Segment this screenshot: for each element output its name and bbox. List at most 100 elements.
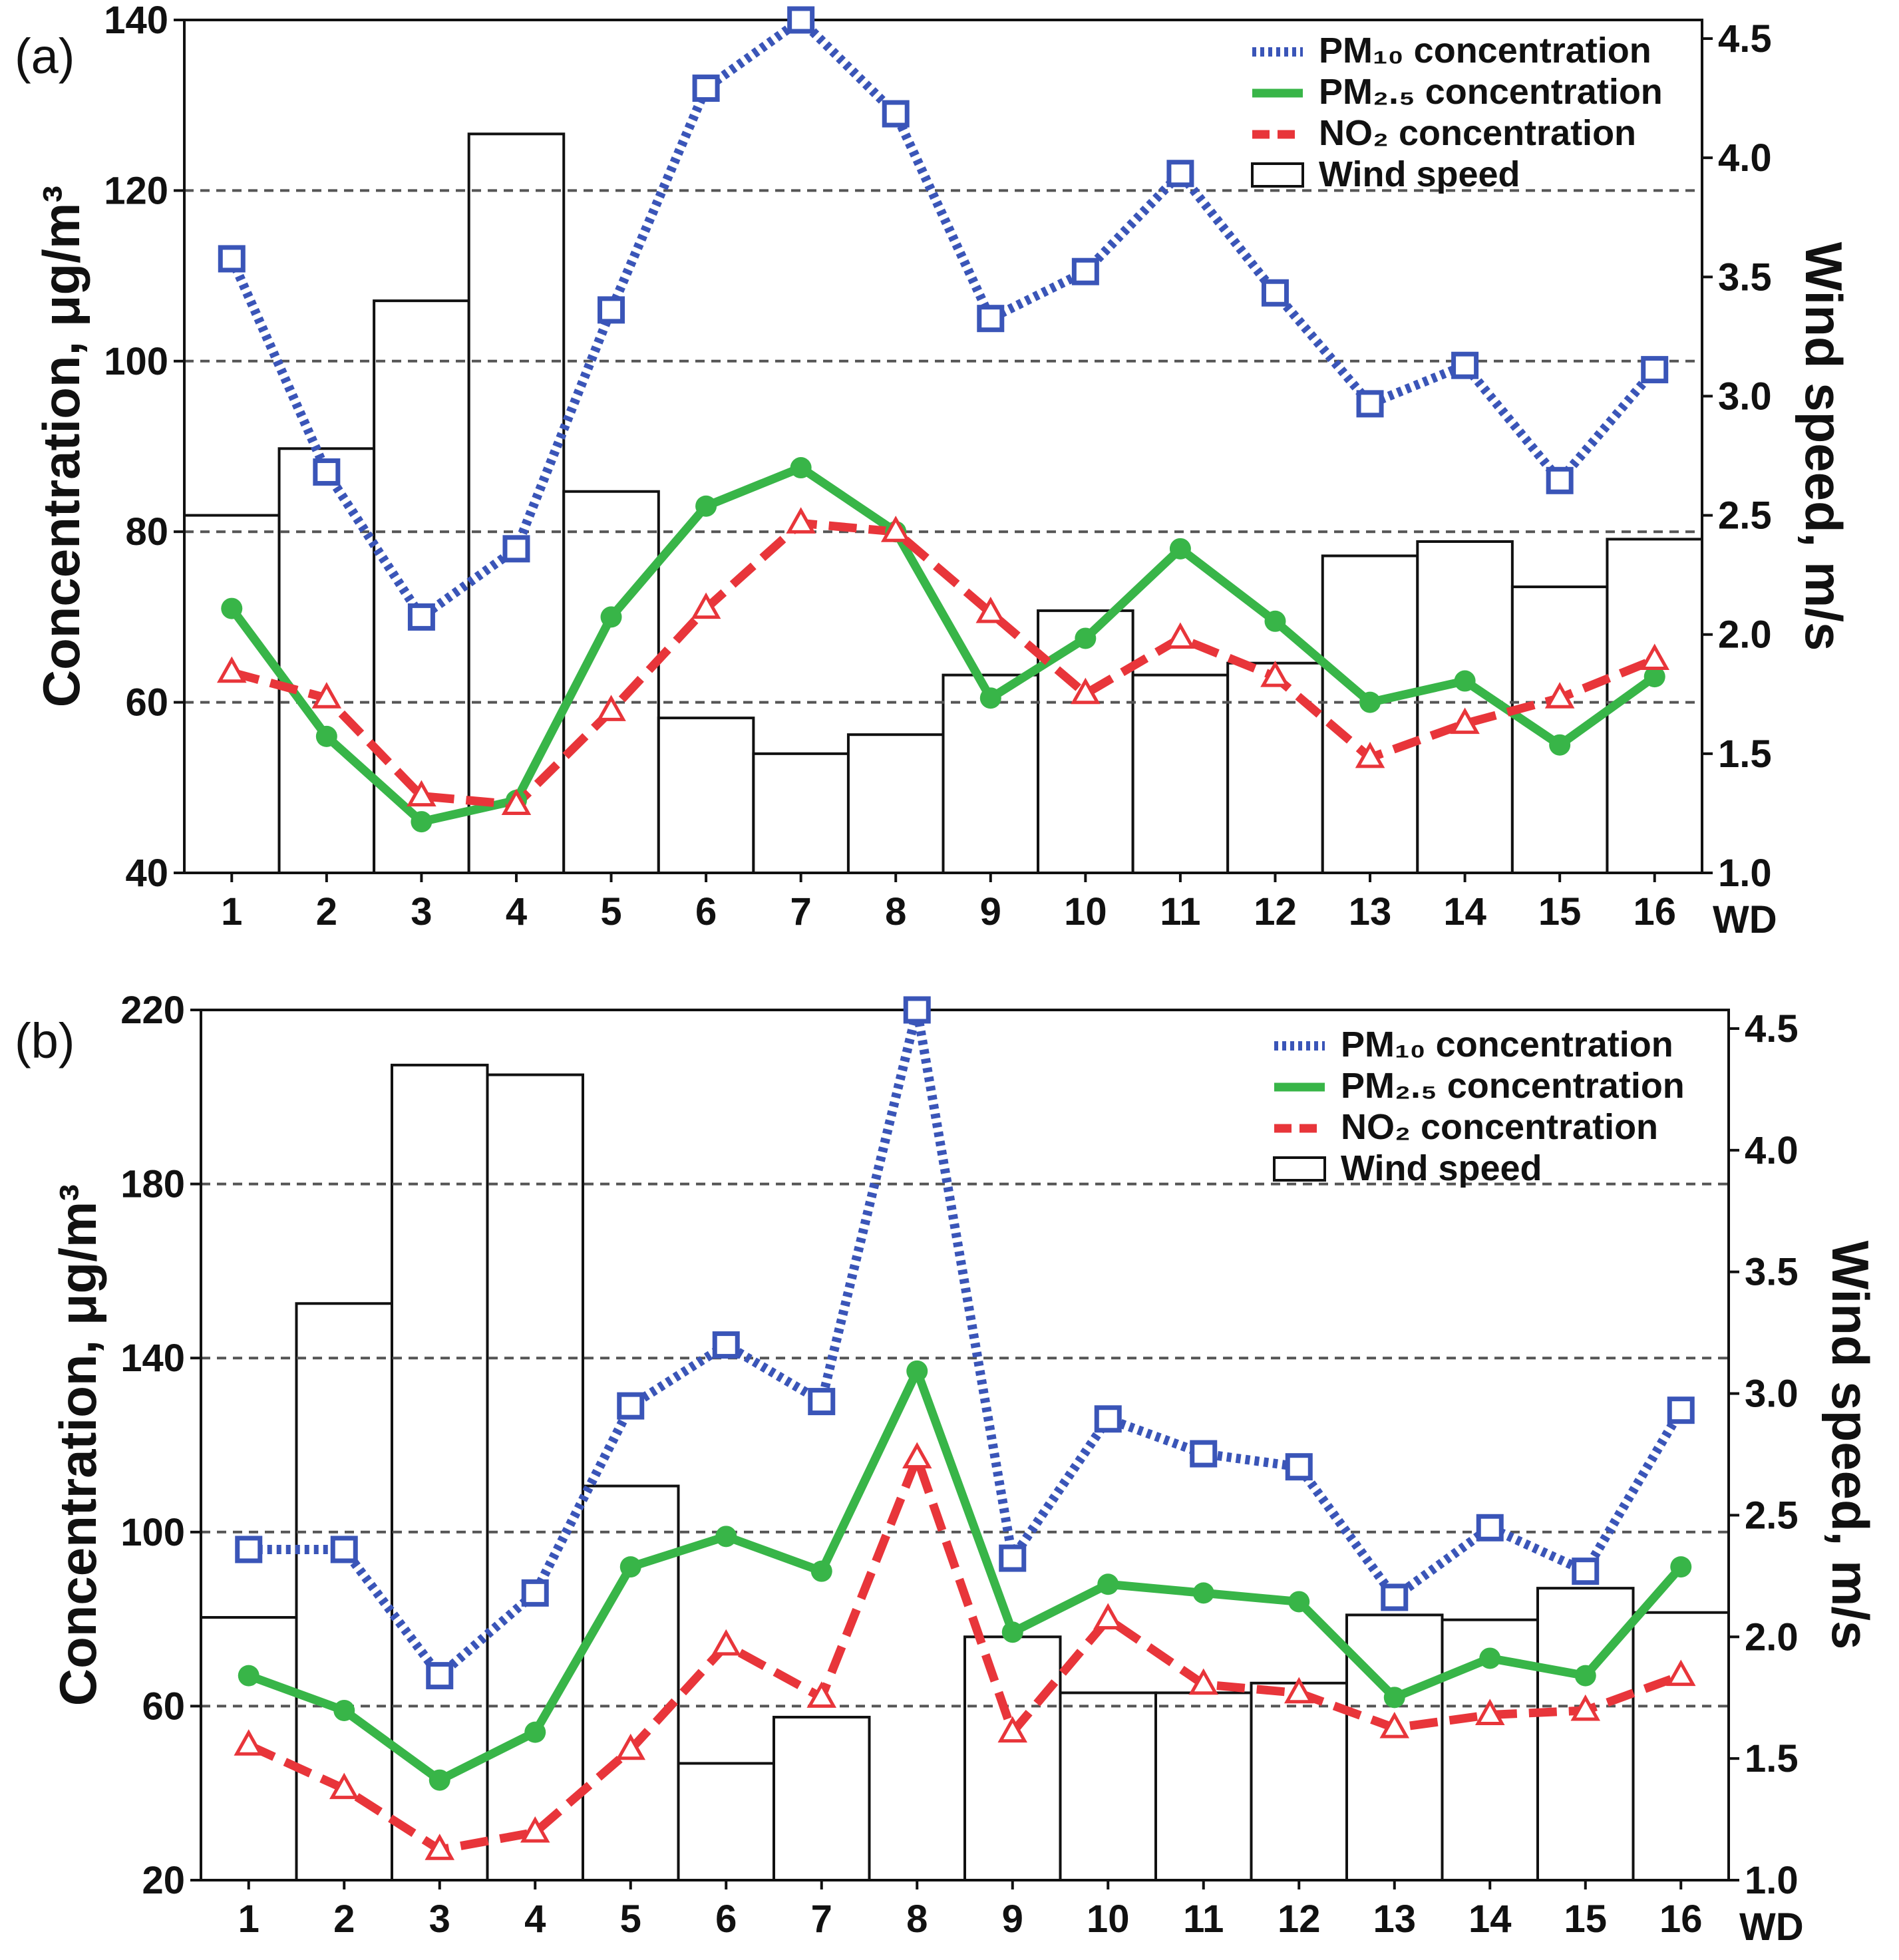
no2-point: [1379, 1712, 1410, 1738]
pm25-point: [1359, 691, 1381, 713]
right-tick-label: 4.0: [1718, 136, 1772, 180]
left-tick-label: 80: [125, 510, 168, 554]
right-axis-title: Wind speed, m/s: [1821, 1241, 1880, 1650]
x-tick-label: 2: [316, 890, 337, 933]
wind-speed-bar: [467, 132, 566, 874]
x-tick-label: 10: [1087, 1897, 1130, 1941]
x-tick-label: 8: [906, 1897, 928, 1941]
x-tick-label: 7: [790, 890, 812, 933]
x-tick-label: 9: [1002, 1897, 1023, 1941]
right-tick-label: 1.0: [1745, 1859, 1799, 1902]
wind-speed-bar: [1037, 609, 1134, 875]
pm10-point: [330, 1536, 358, 1563]
legend-label: PM₁₀ concentration: [1341, 1025, 1673, 1064]
pm25-point: [1479, 1647, 1501, 1669]
left-axis-title: Concentration, μg/m³: [49, 1184, 107, 1706]
no2-point: [1570, 1694, 1601, 1721]
pm25-point: [979, 687, 1001, 709]
pm25-point: [315, 725, 337, 747]
no2-point: [1188, 1668, 1219, 1695]
x-tick-label: 16: [1659, 1897, 1703, 1941]
wind-speed-bar: [1345, 1613, 1444, 1881]
wind-speed-bar: [1154, 1691, 1253, 1881]
pm10-point: [808, 1388, 836, 1416]
pm25-point: [1643, 666, 1665, 688]
wind-speed-bar: [657, 717, 755, 874]
pm10-point: [1356, 390, 1384, 418]
x-axis-title: WD: [1739, 1905, 1804, 1949]
pm25-point: [1169, 538, 1191, 560]
pm10-line: [248, 1005, 1685, 1681]
right-tick-label: 3.0: [1745, 1373, 1799, 1416]
no2-point: [407, 780, 436, 807]
panel-label: (b): [15, 1013, 75, 1068]
no2-point: [501, 788, 532, 815]
right-tick-label: 3.5: [1745, 1251, 1799, 1294]
wind-speed-bar: [486, 1073, 584, 1881]
pm10-point: [999, 1544, 1027, 1572]
x-tick-label: 14: [1468, 1897, 1512, 1941]
left-tick-label: 140: [120, 1337, 185, 1380]
no2-point: [615, 1733, 646, 1760]
wind-speed-bar: [277, 447, 376, 874]
wind-speed-bar: [1632, 1611, 1730, 1882]
pm25-line: [228, 463, 1657, 826]
left-tick-label: 40: [125, 852, 168, 895]
pm25-point: [411, 811, 432, 833]
no2-point: [711, 1629, 741, 1656]
pm25-point: [1001, 1621, 1023, 1643]
left-tick-label: 100: [104, 340, 168, 383]
wind-speed-bar: [1226, 661, 1324, 874]
pm10-point: [1667, 1396, 1695, 1424]
right-tick-label: 1.0: [1718, 852, 1772, 895]
pm10-point: [882, 100, 910, 128]
x-tick-label: 5: [620, 1897, 641, 1941]
x-axis-title: WD: [1713, 898, 1777, 941]
wind-speed-bar: [752, 752, 850, 875]
pm10-point: [521, 1579, 549, 1607]
x-tick-label: 13: [1349, 890, 1392, 933]
left-tick-label: 180: [120, 1163, 185, 1206]
no2-point: [880, 516, 911, 542]
left-tick-label: 140: [104, 0, 168, 42]
pm10-point: [313, 458, 341, 486]
right-tick-label: 2.0: [1718, 613, 1772, 657]
legend-swatch-wind-speed: [1273, 1156, 1326, 1182]
pm10-point: [502, 535, 530, 563]
plot-frame: [200, 1009, 1730, 1881]
pm25-point: [600, 606, 622, 628]
no2-point: [425, 1834, 455, 1860]
no2-point: [691, 592, 721, 619]
pm25-point: [1574, 1665, 1596, 1687]
no2-point: [1165, 622, 1196, 649]
pm10-point: [235, 1536, 263, 1563]
wind-speed-bar: [1321, 554, 1419, 874]
no2-point: [596, 695, 626, 721]
left-tick-label: 60: [142, 1685, 185, 1728]
no2-point: [786, 507, 816, 534]
pm10-line: [227, 15, 1659, 622]
pm10-point: [1285, 1453, 1313, 1481]
wind-speed-bar: [1250, 1681, 1348, 1882]
x-tick-label: 4: [524, 1897, 546, 1941]
left-tick-label: 120: [104, 169, 168, 212]
no2-point: [975, 596, 1006, 623]
right-tick-label: 4.0: [1745, 1129, 1799, 1172]
pm10-point: [1451, 351, 1479, 379]
pm25-point: [333, 1699, 355, 1721]
no2-point: [1260, 661, 1290, 687]
pm10-point: [218, 245, 246, 273]
x-tick-label: 4: [506, 890, 527, 933]
x-tick-label: 15: [1564, 1897, 1607, 1941]
right-tick-label: 3.0: [1718, 375, 1772, 418]
pm10-point: [426, 1662, 454, 1690]
no2-point: [902, 1442, 932, 1469]
pm25-point: [429, 1769, 450, 1791]
wind-speed-bar: [963, 1635, 1062, 1881]
wind-speed-bar: [582, 1484, 680, 1882]
pm25-point: [238, 1665, 259, 1687]
no2-point: [1544, 682, 1575, 709]
pm25-point: [524, 1721, 546, 1743]
pm10-point: [1261, 279, 1289, 307]
pm10-point: [617, 1392, 645, 1420]
